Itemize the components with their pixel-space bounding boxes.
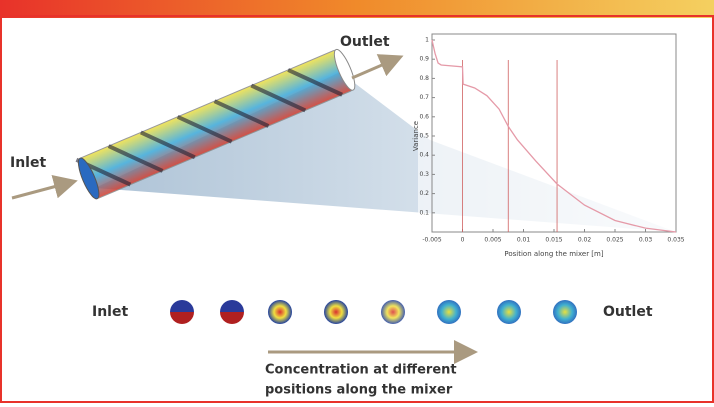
y-tick-label: 0.2 xyxy=(419,190,429,197)
y-tick-label: 1 xyxy=(425,37,429,44)
y-tick-label: 0.8 xyxy=(419,75,429,82)
y-tick-label: 0.7 xyxy=(419,94,429,101)
outlet-arrow xyxy=(352,58,398,78)
x-tick-label: 0.02 xyxy=(578,237,592,244)
y-tick-label: 0.5 xyxy=(419,133,429,140)
x-axis-label: Position along the mixer [m] xyxy=(504,250,603,258)
page: {"labels": {"outlet": "Outlet", "inlet":… xyxy=(0,0,714,403)
outlet-label: Outlet xyxy=(340,34,390,50)
inlet-label: Inlet xyxy=(10,155,46,171)
y-tick-label: 0.3 xyxy=(419,171,429,178)
x-tick-label: -0.005 xyxy=(422,237,442,244)
cross-section-outlet: Outlet xyxy=(603,304,653,320)
y-tick-label: 0.1 xyxy=(419,209,429,216)
y-axis-label: Variance xyxy=(412,121,420,151)
figure: Outlet Inlet 0.1 0.2 0.3 0.4 0.5 0.6 0.7 0.8 0.9… xyxy=(0,0,714,403)
x-tick-label: 0.035 xyxy=(667,237,684,244)
cross-section-inlet: Inlet xyxy=(92,304,128,320)
caption-line: Concentration at different xyxy=(265,363,457,378)
y-tick-label: 0.4 xyxy=(419,152,429,159)
x-tick-label: 0.005 xyxy=(484,237,501,244)
x-tick-label: 0.015 xyxy=(545,237,562,244)
y-tick-label: 0.6 xyxy=(419,113,429,120)
x-tick-label: 0.03 xyxy=(639,237,653,244)
cross-sections xyxy=(170,300,577,324)
inlet-arrow xyxy=(12,182,72,198)
x-tick-label: 0 xyxy=(461,237,465,244)
x-tick-label: 0.01 xyxy=(517,237,531,244)
x-tick-label: 0.025 xyxy=(606,237,623,244)
y-tick-label: 0.9 xyxy=(419,56,429,63)
caption-line: positions along the mixer xyxy=(265,383,453,398)
